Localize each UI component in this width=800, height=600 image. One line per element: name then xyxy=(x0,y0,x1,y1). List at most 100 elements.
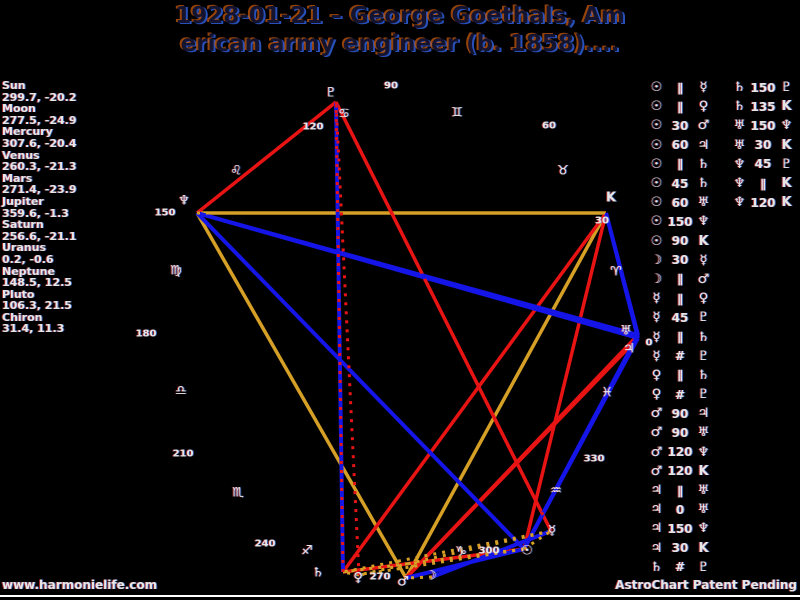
aspect-line-mars-120-chiron xyxy=(404,212,608,579)
planet-coords-mars: 271.4, -23.9 xyxy=(2,183,77,197)
aspect-row: ☿ 45 ♇ xyxy=(648,308,712,327)
longitude-tick-30: 30 xyxy=(595,215,609,227)
aspect-planet2-glyph: ♇ xyxy=(697,348,710,364)
planet-name-moon: Moon xyxy=(2,102,36,116)
aspect-planet1-glyph: ☉ xyxy=(650,118,663,134)
aspect-line-sun-60-jupiter xyxy=(522,337,640,550)
aspect-type: ∥ xyxy=(677,368,683,383)
aspect-row: ☉ 45 ♄ xyxy=(648,174,712,193)
aspect-planet2-glyph: K xyxy=(781,137,792,153)
planet-glyph-mars: ♂ xyxy=(397,574,409,590)
zodiac-sign-leo: ♌ xyxy=(230,163,242,179)
aspect-type: ∥ xyxy=(677,330,683,345)
aspect-type: ∥ xyxy=(677,291,683,306)
chart-title-line2: erican army engineer (b. 1858).... xyxy=(180,31,620,57)
aspect-type: ∥ xyxy=(677,272,683,287)
aspect-planet2-glyph: K xyxy=(698,233,709,249)
aspect-planet2-glyph: K xyxy=(781,176,792,192)
planet-name-chiron: Chiron xyxy=(2,310,43,324)
aspect-planet2-glyph: K xyxy=(781,99,792,115)
aspect-type: 90 xyxy=(671,425,689,440)
aspect-planet1-glyph: ☽ xyxy=(650,271,663,287)
aspect-row: ♂ 90 ♃ xyxy=(648,404,712,423)
planet-coords-jupiter: 359.6, -1.3 xyxy=(2,206,69,220)
aspect-planet1-glyph: ♀ xyxy=(651,367,662,383)
aspect-planet1-glyph: ♂ xyxy=(650,406,663,422)
longitude-tick-90: 90 xyxy=(384,80,398,92)
planet-positions-panel: Sun 299.7, -20.2 Moon 277.5, -24.9 Mercury 30… xyxy=(2,80,122,335)
aspect-planet2-glyph: ♂ xyxy=(697,118,710,134)
zodiac-sign-libra: ♎ xyxy=(175,383,187,399)
aspect-planet1-glyph: ♂ xyxy=(650,463,663,479)
aspect-planet2-glyph: ♅ xyxy=(697,483,710,499)
aspect-line-saturn-150-pluto xyxy=(334,101,345,573)
aspect-type: 30 xyxy=(754,138,772,153)
aspect-planet2-glyph: ☿ xyxy=(699,252,708,268)
aspect-planet2-glyph: ♄ xyxy=(697,367,710,383)
aspect-planet2-glyph: ☿ xyxy=(699,80,708,96)
aspect-planet1-glyph: ♃ xyxy=(650,540,663,556)
aspect-row: ♆ 120 K xyxy=(731,193,795,212)
zodiac-sign-aries: ♈ xyxy=(610,264,622,280)
aspect-line-mercury-parallel-saturn xyxy=(342,529,552,574)
planet-glyph-uranus: ♅ xyxy=(620,323,632,339)
aspect-planet2-glyph: ♅ xyxy=(697,195,710,211)
planet-name-venus: Venus xyxy=(2,148,40,162)
aspect-type: 120 xyxy=(750,195,776,210)
aspect-planet2-glyph: ♄ xyxy=(697,156,710,172)
aspect-row: ♅ 30 K xyxy=(731,136,795,155)
aspect-row: ☿ ∥ ♀ xyxy=(648,289,712,308)
aspect-planet1-glyph: ♄ xyxy=(650,559,663,575)
aspect-planet2-glyph: ♅ xyxy=(697,502,710,518)
aspect-type: 0 xyxy=(675,502,685,517)
aspect-planet2-glyph: ♄ xyxy=(697,329,710,345)
aspect-row: ☽ 30 ☿ xyxy=(648,251,712,270)
aspect-type: 90 xyxy=(671,234,689,249)
aspect-planet2-glyph: ♅ xyxy=(697,425,710,441)
aspect-type: 45 xyxy=(671,310,689,325)
aspect-planet2-glyph: ♀ xyxy=(698,99,709,115)
aspect-row: ☉ 60 ♃ xyxy=(648,136,712,155)
aspect-type: ∥ xyxy=(677,80,683,95)
aspect-planet2-glyph: ♃ xyxy=(697,137,710,153)
aspect-row: ☉ 30 ♂ xyxy=(648,116,712,135)
aspect-planet2-glyph: ♆ xyxy=(697,444,710,460)
aspect-planet2-glyph: ♇ xyxy=(780,156,793,172)
planet-glyph-saturn: ♄ xyxy=(312,565,324,581)
chart-title: 1928-01-21 – George Goethals, Am erican … xyxy=(0,2,800,58)
aspect-list-column-2: ♄ 150 ♇ ♄ 135 K ♅ 150 ♆ ♅ 30 K ♆ 45 ♇ ♆ ∥ K ♆ 120 K xyxy=(731,78,795,212)
aspect-type: # xyxy=(674,349,686,364)
zodiac-sign-cancer: ♋ xyxy=(338,106,350,122)
aspect-planet1-glyph: ☉ xyxy=(650,156,663,172)
planet-coords-moon: 277.5, -24.9 xyxy=(2,113,77,127)
aspect-row: ♃ ∥ ♅ xyxy=(648,481,712,500)
planet-coords-sun: 299.7, -20.2 xyxy=(2,90,77,104)
aspect-row: ♂ 120 K xyxy=(648,462,712,481)
patent-pending-note: AstroChart Patent Pending xyxy=(615,578,797,592)
aspect-row: ☿ # ♇ xyxy=(648,347,712,366)
longitude-tick-300: 300 xyxy=(478,545,500,557)
aspect-list-column-1: ☉ ∥ ☿ ☉ ∥ ♀ ☉ 30 ♂ ☉ 60 ♃ ☉ ∥ ♄ ☉ 45 ♄ ☉ 60 ♅ ☉ 150 ♆ ☉ 90 K ☽ 30 ☿ ☽ ∥… xyxy=(648,78,712,577)
zodiac-sign-sagittarius: ♐ xyxy=(301,543,313,559)
aspect-planet1-glyph: ☉ xyxy=(650,99,663,115)
aspect-planet2-glyph: ♇ xyxy=(697,387,710,403)
planet-name-mars: Mars xyxy=(2,171,33,185)
longitude-tick-330: 330 xyxy=(583,453,605,465)
longitude-tick-120: 120 xyxy=(302,121,324,133)
aspect-row: ☉ ∥ ☿ xyxy=(648,78,712,97)
longitude-tick-150: 150 xyxy=(154,207,176,219)
aspect-type: # xyxy=(674,560,686,575)
aspect-row: ☉ 150 ♆ xyxy=(648,212,712,231)
longitude-tick-240: 240 xyxy=(254,538,276,550)
aspect-type: 135 xyxy=(750,99,776,114)
aspect-row: ☉ 60 ♅ xyxy=(648,193,712,212)
zodiac-sign-scorpio: ♏ xyxy=(232,485,244,501)
aspect-row: ♄ 150 ♇ xyxy=(731,78,795,97)
aspect-planet1-glyph: ♂ xyxy=(650,444,663,460)
aspect-planet2-glyph: ♇ xyxy=(780,80,793,96)
aspect-type: ∥ xyxy=(677,99,683,114)
zodiac-sign-capricorn: ♑ xyxy=(455,544,467,560)
longitude-tick-0: 0 xyxy=(645,337,653,349)
aspect-planet1-glyph: ☉ xyxy=(650,137,663,153)
